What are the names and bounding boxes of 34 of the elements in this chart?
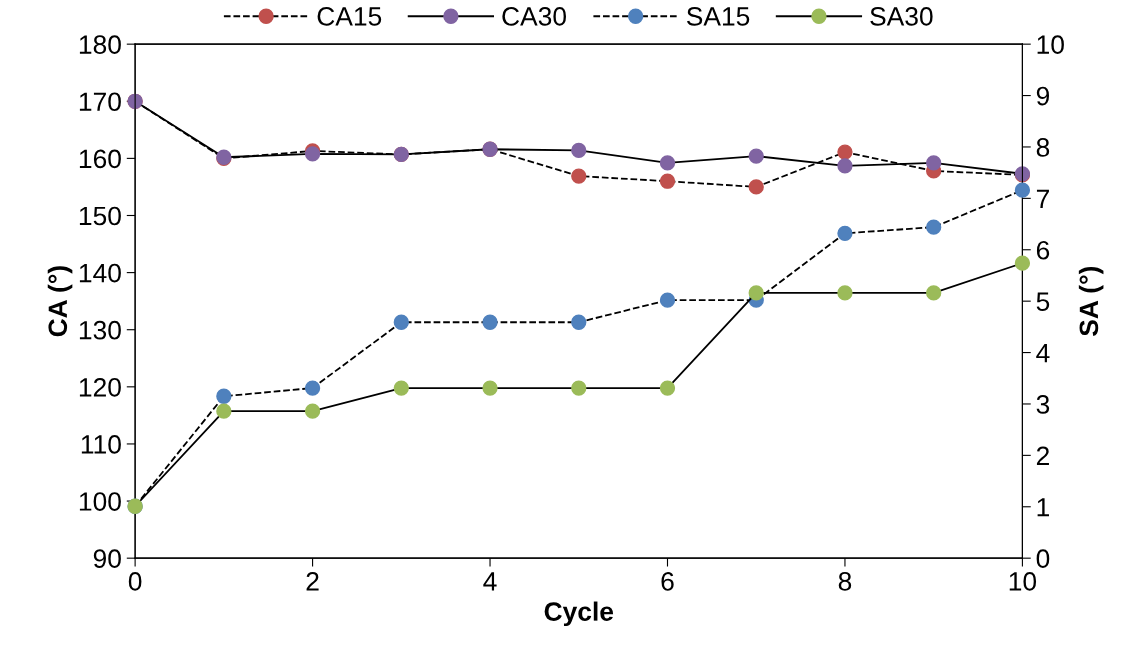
x-tick-label: 2 (306, 572, 319, 591)
y2-tick-label: 4 (1036, 343, 1050, 363)
y2-tick-label: 6 (1036, 240, 1050, 260)
x-tick-label: 6 (661, 572, 674, 591)
y-tick-label: 180 (79, 35, 121, 54)
y2-tick-label: 0 (1036, 549, 1050, 568)
y2-tick-label: 1 (1037, 498, 1049, 517)
y-tick-label: 170 (79, 92, 121, 112)
x-tick-label: 8 (838, 572, 852, 591)
y-tick-label: 110 (81, 435, 121, 454)
y-tick-label: 90 (93, 549, 121, 568)
y2-tick-label: 10 (1037, 35, 1064, 54)
legend-label: CA30 (502, 7, 566, 26)
y2-tick-label: 8 (1036, 138, 1050, 157)
legend-label: CA15 (317, 7, 382, 26)
y-axis-title: CA (°) (47, 266, 73, 337)
y-tick-label: 120 (79, 377, 121, 397)
y2-tick-label: 5 (1036, 292, 1050, 311)
x-tick-label: 0 (128, 572, 142, 591)
x-axis-title: Cycle (544, 601, 614, 627)
y-tick-label: 100 (79, 492, 121, 511)
legend-label: SA30 (870, 7, 933, 26)
y2-axis-title: SA (°) (1078, 266, 1104, 336)
y2-tick-label: 9 (1036, 86, 1050, 106)
y-tick-label: 140 (79, 263, 121, 283)
y2-tick-label: 3 (1036, 395, 1050, 414)
y-tick-label: 130 (79, 320, 121, 340)
y2-tick-label: 7 (1036, 189, 1049, 208)
y2-tick-label: 2 (1036, 446, 1049, 465)
x-tick-label: 4 (483, 572, 497, 591)
y-tick-label: 160 (79, 149, 121, 169)
y-tick-label: 150 (79, 206, 121, 226)
legend-label: SA15 (686, 7, 750, 26)
x-tick-label: 10 (1009, 572, 1037, 591)
